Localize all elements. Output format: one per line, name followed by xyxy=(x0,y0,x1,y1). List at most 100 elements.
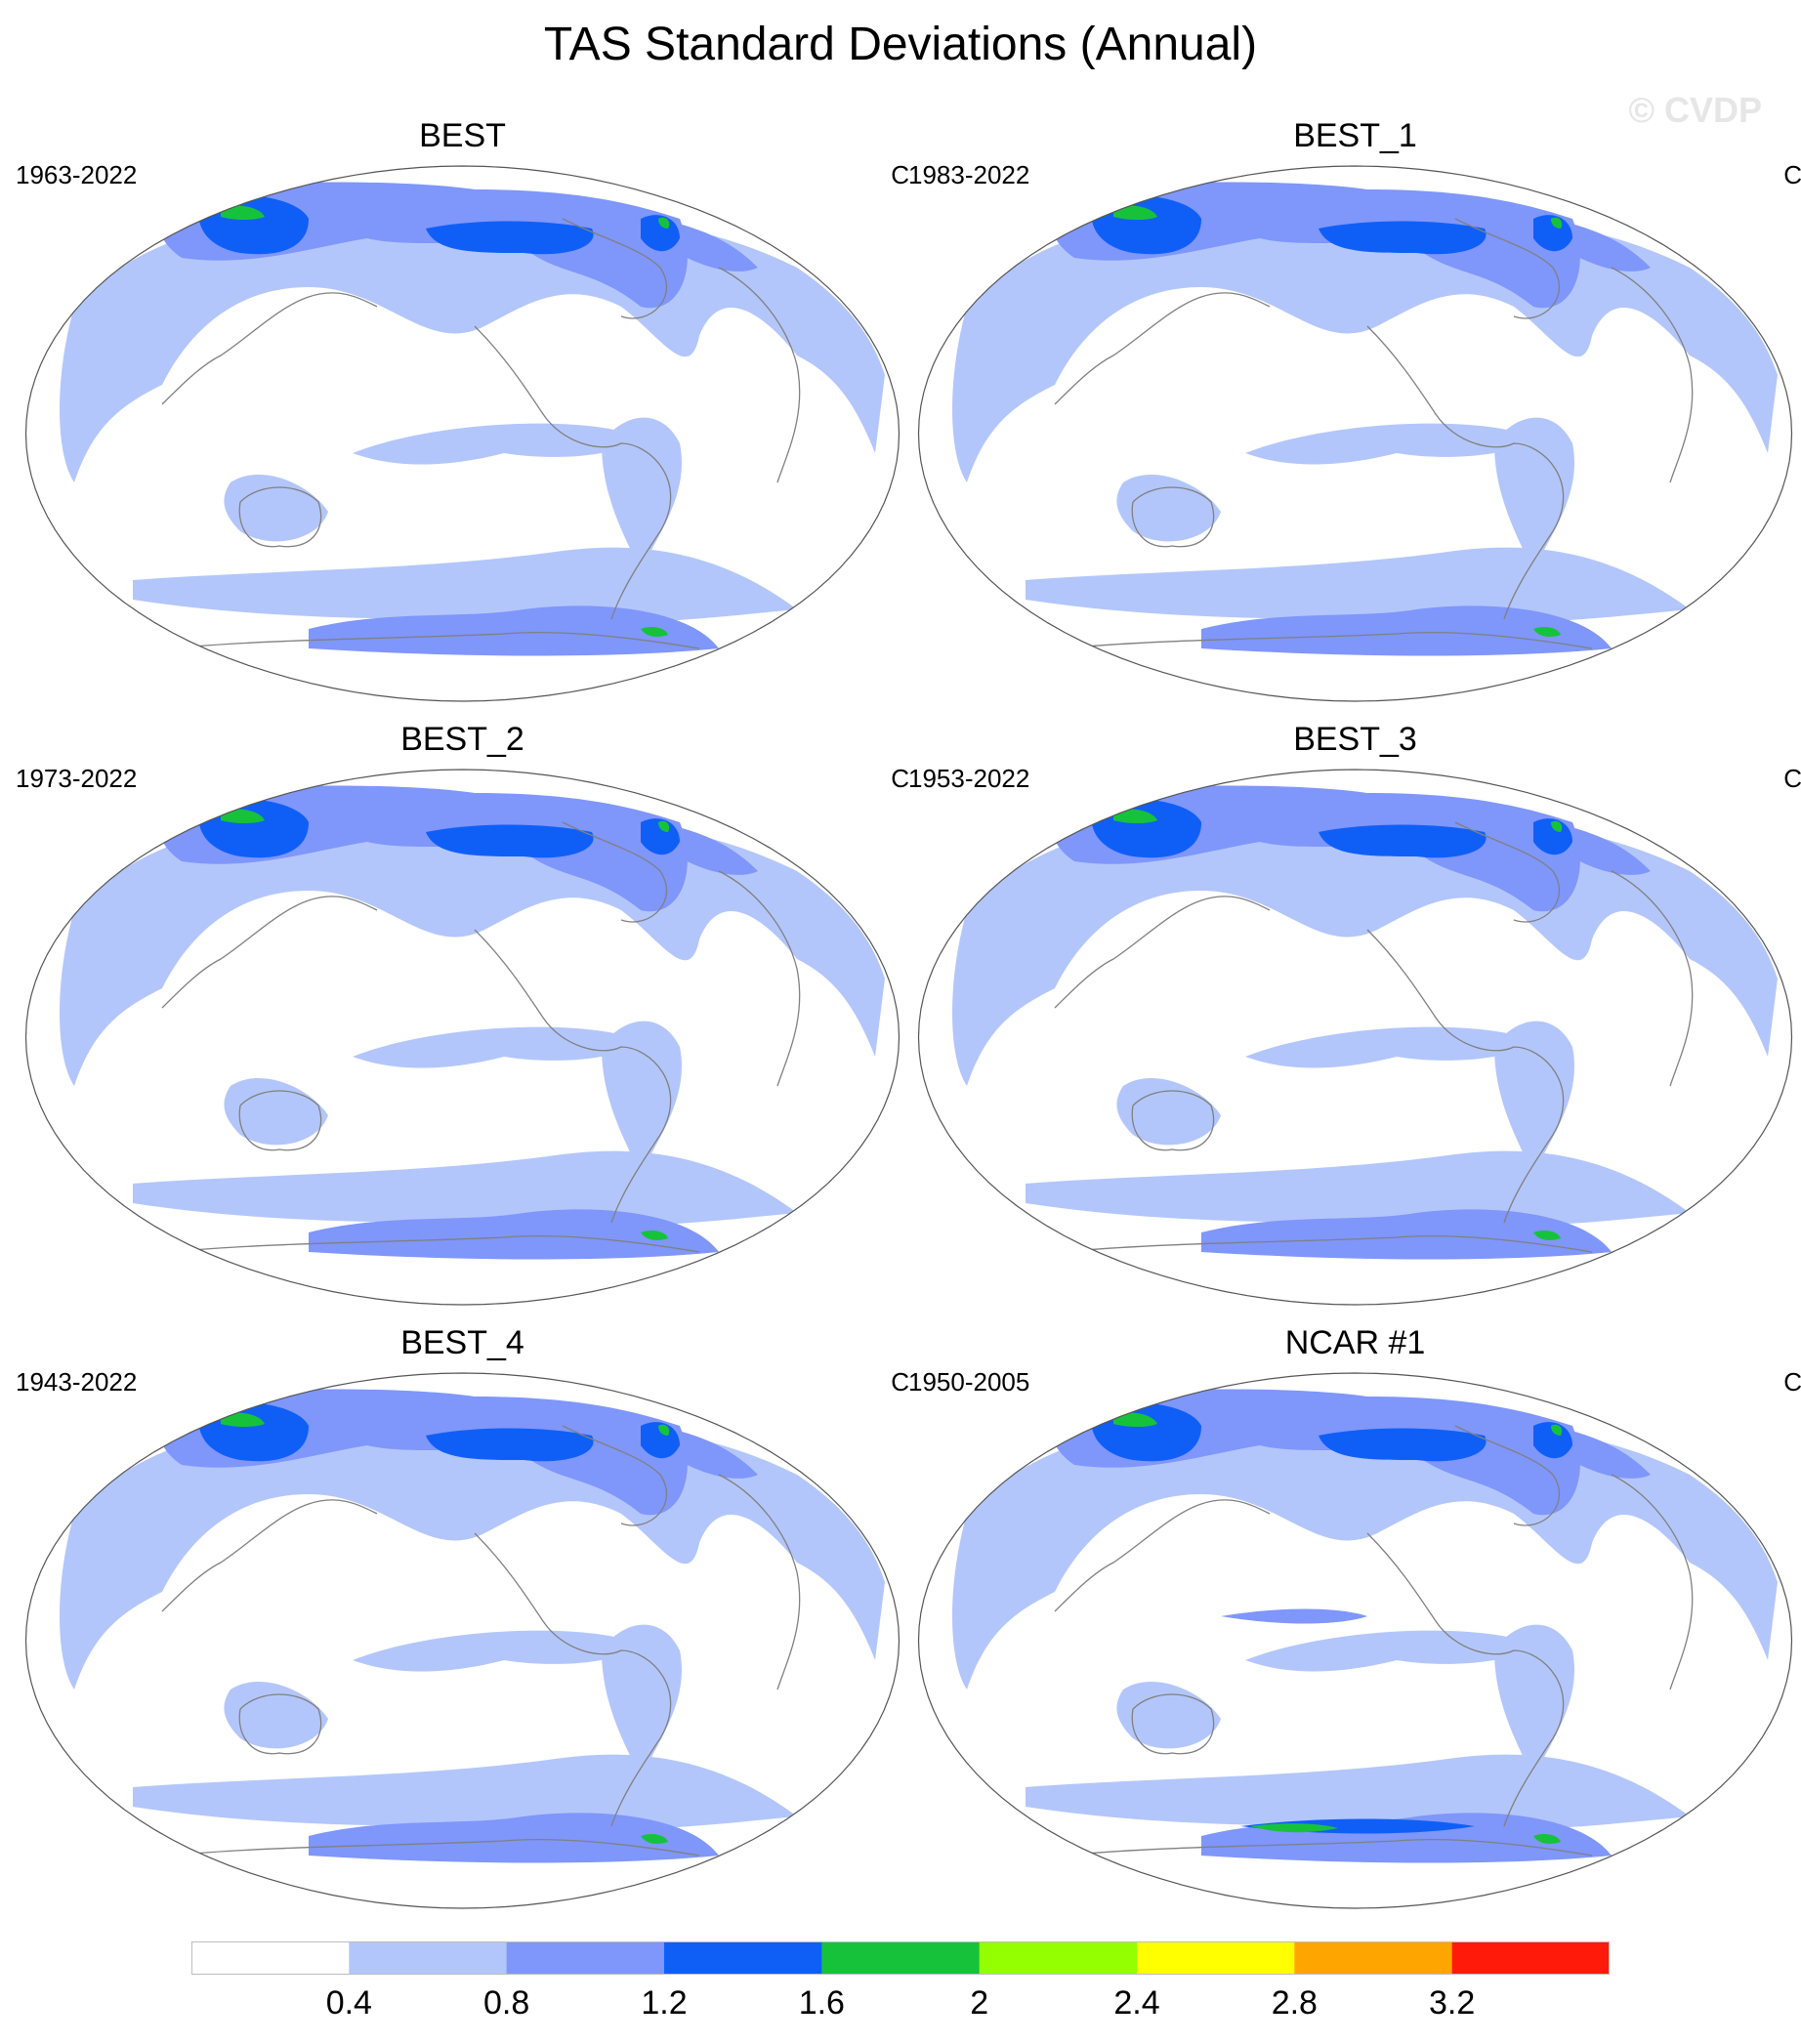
coastline xyxy=(1064,632,1593,649)
coastline xyxy=(161,292,378,405)
figure-title: TAS Standard Deviations (Annual) xyxy=(543,19,1258,70)
coastline xyxy=(161,896,378,1009)
colorbar-tick-label: 0.4 xyxy=(325,1984,372,2022)
coastline xyxy=(1611,267,1694,483)
coastline xyxy=(1454,218,1560,319)
panel-title: BEST_3 xyxy=(1293,721,1417,758)
contour-fill-peak xyxy=(221,809,265,823)
contour-fill-low xyxy=(133,1150,797,1228)
watermark: © CVDP xyxy=(1628,90,1762,130)
coastline xyxy=(1611,1474,1694,1690)
colorbar-swatch xyxy=(1451,1941,1610,1975)
colorbar-swatch xyxy=(979,1941,1138,1975)
coastline xyxy=(1366,929,1565,1224)
panel-period: 1983-2022 xyxy=(908,160,1030,189)
contour-fill-high xyxy=(1319,824,1487,858)
coastline xyxy=(1611,870,1694,1087)
panel-title: BEST_4 xyxy=(400,1324,524,1361)
contour-fill-mid xyxy=(1553,822,1651,875)
coastline xyxy=(1366,325,1565,620)
contour-fill-peak xyxy=(1533,627,1561,637)
contour-fill-high xyxy=(641,215,680,252)
colorbar-swatch xyxy=(506,1941,665,1975)
colorbar xyxy=(191,1941,1610,1975)
map-panel-best-4: BEST_4 1943-2022 C xyxy=(16,1324,909,1909)
contour-fill-mid xyxy=(660,822,758,875)
map-panel-best-3: BEST_3 1953-2022 C xyxy=(908,721,1801,1306)
map-outline xyxy=(24,165,900,702)
contour-fill-low xyxy=(602,417,682,570)
contour-fill-low xyxy=(1494,417,1574,570)
tas-stddev-map xyxy=(24,1372,900,1909)
panel-period: 1950-2005 xyxy=(908,1367,1030,1397)
tas-stddev-map xyxy=(24,165,900,702)
contour-fill-high xyxy=(1533,818,1572,855)
contour-fill-peak xyxy=(1113,205,1157,220)
contour-fill-high xyxy=(426,1428,594,1462)
colorbar-outline xyxy=(191,1941,1610,1975)
panel-units: C xyxy=(1783,160,1801,189)
contour-fill-peak xyxy=(641,1834,668,1844)
contour-fill-peak xyxy=(641,627,668,637)
colorbar-swatch xyxy=(1137,1941,1295,1975)
panel-units: C xyxy=(891,1367,909,1397)
contour-fill-mid xyxy=(660,1426,758,1479)
coastline xyxy=(562,821,667,923)
contour-fill-mid xyxy=(309,1813,719,1863)
coastline xyxy=(718,267,801,483)
contour-fill-mid xyxy=(660,219,758,271)
coastline xyxy=(1131,1693,1215,1755)
coastline xyxy=(238,486,322,548)
contour-fill-high xyxy=(426,221,594,255)
panel-period: 1943-2022 xyxy=(16,1367,138,1397)
contour-fill-peak xyxy=(1533,1834,1561,1844)
map-outline xyxy=(24,769,900,1306)
tas-stddev-map xyxy=(24,769,900,1306)
coastline xyxy=(1454,821,1560,923)
tas-stddev-map xyxy=(917,769,1793,1306)
contour-fill-low xyxy=(133,1754,797,1831)
coastline xyxy=(474,929,672,1224)
panel-units: C xyxy=(891,160,909,189)
colorbar-tick-label: 0.8 xyxy=(483,1984,530,2022)
contour-fill-high xyxy=(641,818,680,855)
panel-title: BEST xyxy=(419,117,506,154)
contour-fill-mid xyxy=(1201,605,1612,656)
colorbar-tick-label: 1.6 xyxy=(798,1984,845,2022)
contour-fill-low xyxy=(1026,1150,1690,1228)
contour-fill-peak xyxy=(658,1424,670,1436)
coastline xyxy=(474,1532,672,1827)
contour-fill-mid xyxy=(1553,219,1651,271)
coastline xyxy=(562,218,667,319)
coastline xyxy=(562,1425,667,1526)
colorbar-tick-label: 3.2 xyxy=(1429,1984,1476,2022)
colorbar-tick-label: 2.8 xyxy=(1271,1984,1318,2022)
contour-fill-peak xyxy=(641,1231,668,1240)
coastline xyxy=(1454,1425,1560,1526)
contour-fill-high xyxy=(641,1422,680,1459)
contour-fill-peak xyxy=(658,217,670,229)
contour-fill-high xyxy=(1533,215,1572,252)
coastline xyxy=(238,1090,322,1151)
contour-fill-high xyxy=(426,824,594,858)
colorbar-swatch xyxy=(349,1941,508,1975)
coastline xyxy=(1054,292,1271,405)
map-outline xyxy=(917,769,1793,1306)
map-outline xyxy=(917,165,1793,702)
map-panel-best-1: BEST_1 1983-2022 C xyxy=(908,117,1801,702)
contour-fill-peak xyxy=(1113,1412,1157,1427)
map-panel-ncar-1: NCAR #1 1950-2005 C xyxy=(908,1324,1801,1909)
contour-fill-peak xyxy=(1551,1424,1563,1436)
contour-fill-mid xyxy=(309,605,719,656)
coastline xyxy=(238,1693,322,1755)
contour-fill-low xyxy=(602,1021,682,1174)
colorbar-tick-label: 2.4 xyxy=(1113,1984,1160,2022)
coastline xyxy=(1064,1839,1593,1856)
contour-fill-low xyxy=(1494,1021,1574,1174)
contour-fill-low xyxy=(133,547,797,624)
coastline xyxy=(1064,1235,1593,1253)
map-panel-best: BEST 1963-2022 C xyxy=(16,117,909,702)
map-outline xyxy=(917,1372,1793,1909)
contour-fill-peak xyxy=(221,1412,265,1427)
contour-fill-peak xyxy=(658,820,670,832)
